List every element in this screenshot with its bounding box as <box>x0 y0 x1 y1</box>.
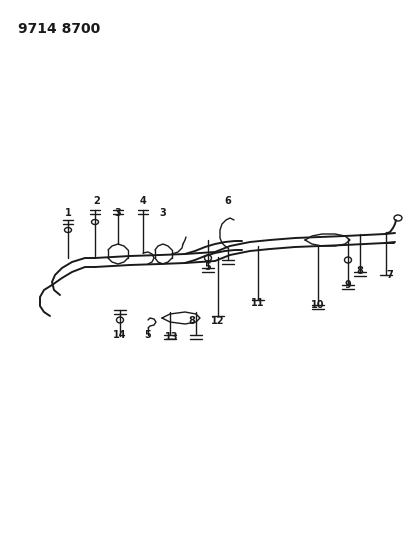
Text: 9714 8700: 9714 8700 <box>18 22 100 36</box>
Text: 8: 8 <box>357 266 363 276</box>
Text: 5: 5 <box>205 262 211 272</box>
Text: 10: 10 <box>311 300 325 310</box>
Text: 4: 4 <box>140 196 146 206</box>
Text: 12: 12 <box>211 316 225 326</box>
Text: 5: 5 <box>145 330 151 340</box>
Text: 3: 3 <box>115 208 121 218</box>
Text: 6: 6 <box>225 196 231 206</box>
Text: 3: 3 <box>159 208 166 218</box>
Text: 8: 8 <box>189 316 196 326</box>
Text: 11: 11 <box>251 298 265 308</box>
Text: 7: 7 <box>387 270 393 280</box>
Text: 2: 2 <box>94 196 100 206</box>
Text: 14: 14 <box>113 330 127 340</box>
Text: 13: 13 <box>165 332 179 342</box>
Text: 9: 9 <box>345 280 351 290</box>
Text: 1: 1 <box>65 208 72 218</box>
